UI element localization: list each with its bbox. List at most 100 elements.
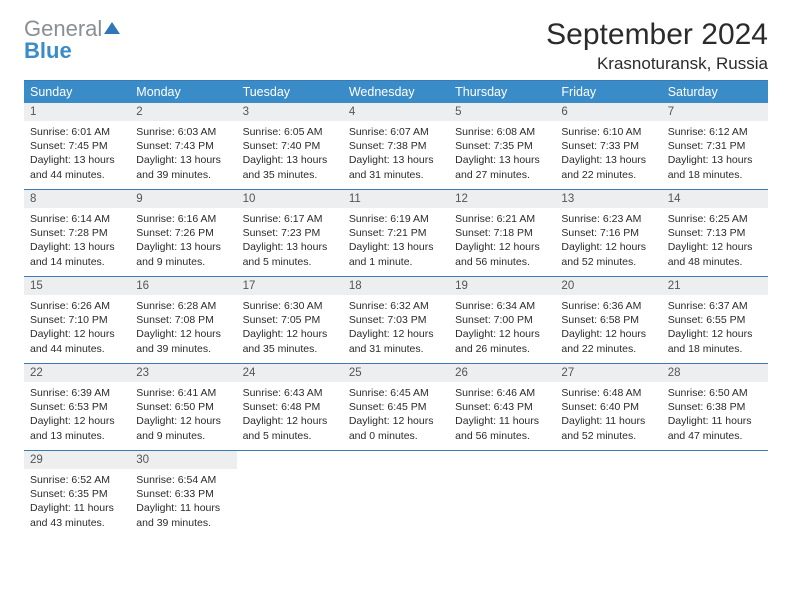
day-details: Sunrise: 6:07 AMSunset: 7:38 PMDaylight:… xyxy=(343,121,449,188)
brand-text: General Blue xyxy=(24,18,122,62)
day-cell xyxy=(449,451,555,537)
dow-wednesday: Wednesday xyxy=(343,81,449,103)
day-cell xyxy=(555,451,661,537)
day-number: 10 xyxy=(237,190,343,208)
day-details: Sunrise: 6:48 AMSunset: 6:40 PMDaylight:… xyxy=(555,382,661,449)
day-number: 26 xyxy=(449,364,555,382)
day-cell: 15Sunrise: 6:26 AMSunset: 7:10 PMDayligh… xyxy=(24,277,130,363)
day-details: Sunrise: 6:12 AMSunset: 7:31 PMDaylight:… xyxy=(662,121,768,188)
dow-monday: Monday xyxy=(130,81,236,103)
weeks-container: 1Sunrise: 6:01 AMSunset: 7:45 PMDaylight… xyxy=(24,103,768,537)
day-details: Sunrise: 6:41 AMSunset: 6:50 PMDaylight:… xyxy=(130,382,236,449)
day-cell xyxy=(343,451,449,537)
calendar-page: General Blue September 2024 Krasnoturans… xyxy=(0,0,792,555)
day-details: Sunrise: 6:37 AMSunset: 6:55 PMDaylight:… xyxy=(662,295,768,362)
day-cell: 1Sunrise: 6:01 AMSunset: 7:45 PMDaylight… xyxy=(24,103,130,189)
day-cell: 5Sunrise: 6:08 AMSunset: 7:35 PMDaylight… xyxy=(449,103,555,189)
brand-logo: General Blue xyxy=(24,18,122,62)
day-details: Sunrise: 6:03 AMSunset: 7:43 PMDaylight:… xyxy=(130,121,236,188)
week-row: 22Sunrise: 6:39 AMSunset: 6:53 PMDayligh… xyxy=(24,364,768,451)
day-number: 23 xyxy=(130,364,236,382)
day-cell: 24Sunrise: 6:43 AMSunset: 6:48 PMDayligh… xyxy=(237,364,343,450)
day-number: 18 xyxy=(343,277,449,295)
day-cell: 9Sunrise: 6:16 AMSunset: 7:26 PMDaylight… xyxy=(130,190,236,276)
day-number: 15 xyxy=(24,277,130,295)
title-block: September 2024 Krasnoturansk, Russia xyxy=(546,18,768,74)
day-number: 6 xyxy=(555,103,661,121)
day-details: Sunrise: 6:19 AMSunset: 7:21 PMDaylight:… xyxy=(343,208,449,275)
day-details: Sunrise: 6:34 AMSunset: 7:00 PMDaylight:… xyxy=(449,295,555,362)
day-cell: 20Sunrise: 6:36 AMSunset: 6:58 PMDayligh… xyxy=(555,277,661,363)
day-cell: 19Sunrise: 6:34 AMSunset: 7:00 PMDayligh… xyxy=(449,277,555,363)
day-cell: 25Sunrise: 6:45 AMSunset: 6:45 PMDayligh… xyxy=(343,364,449,450)
day-cell: 12Sunrise: 6:21 AMSunset: 7:18 PMDayligh… xyxy=(449,190,555,276)
day-number: 3 xyxy=(237,103,343,121)
day-number: 25 xyxy=(343,364,449,382)
day-number: 22 xyxy=(24,364,130,382)
day-number: 28 xyxy=(662,364,768,382)
day-number: 11 xyxy=(343,190,449,208)
day-details: Sunrise: 6:17 AMSunset: 7:23 PMDaylight:… xyxy=(237,208,343,275)
day-details: Sunrise: 6:23 AMSunset: 7:16 PMDaylight:… xyxy=(555,208,661,275)
day-number: 5 xyxy=(449,103,555,121)
day-cell: 2Sunrise: 6:03 AMSunset: 7:43 PMDaylight… xyxy=(130,103,236,189)
week-row: 29Sunrise: 6:52 AMSunset: 6:35 PMDayligh… xyxy=(24,451,768,537)
day-number: 20 xyxy=(555,277,661,295)
day-details: Sunrise: 6:46 AMSunset: 6:43 PMDaylight:… xyxy=(449,382,555,449)
day-cell: 17Sunrise: 6:30 AMSunset: 7:05 PMDayligh… xyxy=(237,277,343,363)
dow-thursday: Thursday xyxy=(449,81,555,103)
day-cell: 28Sunrise: 6:50 AMSunset: 6:38 PMDayligh… xyxy=(662,364,768,450)
day-number: 2 xyxy=(130,103,236,121)
day-details: Sunrise: 6:30 AMSunset: 7:05 PMDaylight:… xyxy=(237,295,343,362)
day-cell: 13Sunrise: 6:23 AMSunset: 7:16 PMDayligh… xyxy=(555,190,661,276)
day-cell: 27Sunrise: 6:48 AMSunset: 6:40 PMDayligh… xyxy=(555,364,661,450)
dow-friday: Friday xyxy=(555,81,661,103)
day-cell: 14Sunrise: 6:25 AMSunset: 7:13 PMDayligh… xyxy=(662,190,768,276)
day-number: 30 xyxy=(130,451,236,469)
day-cell: 11Sunrise: 6:19 AMSunset: 7:21 PMDayligh… xyxy=(343,190,449,276)
week-row: 1Sunrise: 6:01 AMSunset: 7:45 PMDaylight… xyxy=(24,103,768,190)
day-cell: 10Sunrise: 6:17 AMSunset: 7:23 PMDayligh… xyxy=(237,190,343,276)
day-details: Sunrise: 6:01 AMSunset: 7:45 PMDaylight:… xyxy=(24,121,130,188)
header: General Blue September 2024 Krasnoturans… xyxy=(24,18,768,74)
day-number: 4 xyxy=(343,103,449,121)
day-details: Sunrise: 6:54 AMSunset: 6:33 PMDaylight:… xyxy=(130,469,236,536)
day-cell: 8Sunrise: 6:14 AMSunset: 7:28 PMDaylight… xyxy=(24,190,130,276)
day-details: Sunrise: 6:39 AMSunset: 6:53 PMDaylight:… xyxy=(24,382,130,449)
month-title: September 2024 xyxy=(546,18,768,52)
day-number: 14 xyxy=(662,190,768,208)
day-details: Sunrise: 6:28 AMSunset: 7:08 PMDaylight:… xyxy=(130,295,236,362)
day-details: Sunrise: 6:45 AMSunset: 6:45 PMDaylight:… xyxy=(343,382,449,449)
day-details: Sunrise: 6:16 AMSunset: 7:26 PMDaylight:… xyxy=(130,208,236,275)
day-number: 8 xyxy=(24,190,130,208)
day-cell: 3Sunrise: 6:05 AMSunset: 7:40 PMDaylight… xyxy=(237,103,343,189)
day-cell xyxy=(662,451,768,537)
day-number: 17 xyxy=(237,277,343,295)
dow-tuesday: Tuesday xyxy=(237,81,343,103)
day-cell: 22Sunrise: 6:39 AMSunset: 6:53 PMDayligh… xyxy=(24,364,130,450)
calendar: Sunday Monday Tuesday Wednesday Thursday… xyxy=(24,80,768,537)
day-cell: 7Sunrise: 6:12 AMSunset: 7:31 PMDaylight… xyxy=(662,103,768,189)
day-details: Sunrise: 6:08 AMSunset: 7:35 PMDaylight:… xyxy=(449,121,555,188)
day-number: 19 xyxy=(449,277,555,295)
day-details: Sunrise: 6:14 AMSunset: 7:28 PMDaylight:… xyxy=(24,208,130,275)
day-details: Sunrise: 6:10 AMSunset: 7:33 PMDaylight:… xyxy=(555,121,661,188)
day-cell: 23Sunrise: 6:41 AMSunset: 6:50 PMDayligh… xyxy=(130,364,236,450)
day-cell: 4Sunrise: 6:07 AMSunset: 7:38 PMDaylight… xyxy=(343,103,449,189)
day-number: 12 xyxy=(449,190,555,208)
day-number: 29 xyxy=(24,451,130,469)
day-cell: 21Sunrise: 6:37 AMSunset: 6:55 PMDayligh… xyxy=(662,277,768,363)
week-row: 8Sunrise: 6:14 AMSunset: 7:28 PMDaylight… xyxy=(24,190,768,277)
day-cell: 29Sunrise: 6:52 AMSunset: 6:35 PMDayligh… xyxy=(24,451,130,537)
day-number: 9 xyxy=(130,190,236,208)
location: Krasnoturansk, Russia xyxy=(546,54,768,74)
day-details: Sunrise: 6:26 AMSunset: 7:10 PMDaylight:… xyxy=(24,295,130,362)
dow-saturday: Saturday xyxy=(662,81,768,103)
day-cell: 26Sunrise: 6:46 AMSunset: 6:43 PMDayligh… xyxy=(449,364,555,450)
day-details: Sunrise: 6:36 AMSunset: 6:58 PMDaylight:… xyxy=(555,295,661,362)
day-details: Sunrise: 6:43 AMSunset: 6:48 PMDaylight:… xyxy=(237,382,343,449)
day-details: Sunrise: 6:21 AMSunset: 7:18 PMDaylight:… xyxy=(449,208,555,275)
day-details: Sunrise: 6:50 AMSunset: 6:38 PMDaylight:… xyxy=(662,382,768,449)
day-cell: 18Sunrise: 6:32 AMSunset: 7:03 PMDayligh… xyxy=(343,277,449,363)
day-cell xyxy=(237,451,343,537)
